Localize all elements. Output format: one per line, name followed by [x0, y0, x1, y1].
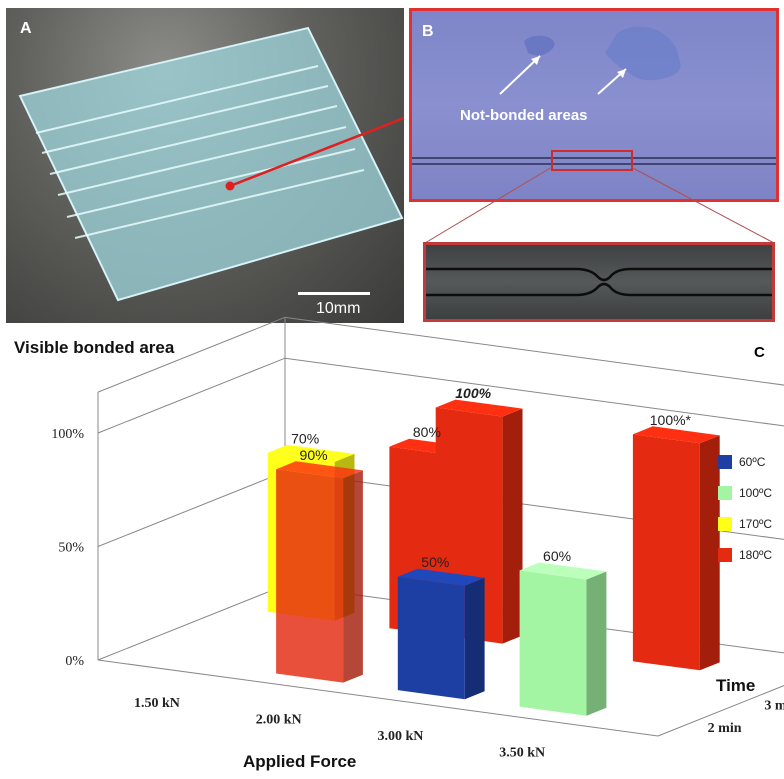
top-side-edge	[97, 316, 286, 393]
panel-b-label: B	[422, 23, 434, 40]
side-gridline	[97, 584, 286, 661]
legend-swatch-180	[718, 547, 732, 562]
x-axis-line	[97, 659, 659, 737]
not-bonded-annotation: Not-bonded areas	[460, 107, 588, 124]
zoom-connector	[424, 166, 775, 244]
bar-side	[343, 470, 363, 683]
chart-frame	[97, 316, 784, 737]
x-tick-label: 3.00 kN	[377, 729, 423, 744]
bar-front	[519, 570, 587, 716]
bar-front	[632, 434, 700, 671]
bar	[632, 426, 720, 671]
bar-side	[699, 435, 720, 671]
x-tick-label: 2.00 kN	[256, 713, 302, 728]
y-axis-title: Visible bonded area	[14, 338, 175, 357]
x-axis-title: Applied Force	[243, 752, 357, 771]
x-tick-label: 1.50 kN	[134, 696, 180, 711]
bar	[397, 568, 485, 700]
legend-item-170: 170ºC	[718, 514, 772, 533]
top-edge	[284, 316, 784, 386]
legend-swatch-100	[718, 485, 732, 500]
panel-b-micrograph: B Not-bonded areas	[409, 8, 779, 202]
bar-front	[397, 576, 465, 700]
legend: 60ºC 100ºC 170ºC 180ºC	[718, 452, 772, 576]
bar-value-label: 50%	[421, 554, 449, 570]
pointer-dot	[225, 181, 235, 191]
bar-side	[464, 577, 485, 700]
legend-label-60: 60ºC	[739, 454, 766, 469]
bar-top	[267, 444, 355, 462]
side-gridline	[97, 357, 286, 434]
bar-value-label: 90%	[300, 447, 328, 463]
bar-value-label: 100%	[455, 385, 491, 401]
micrograph-image	[412, 26, 776, 171]
legend-swatch-60	[718, 454, 732, 469]
scale-bar	[298, 292, 370, 295]
bar-top	[435, 399, 523, 417]
panel-a-label: A	[20, 20, 32, 37]
bar-side	[502, 408, 523, 644]
back-gridline	[284, 357, 784, 427]
bar-value-label: 80%	[413, 424, 441, 440]
z-tick-label: 3 min	[764, 698, 784, 713]
chart-bars	[267, 399, 720, 716]
side-gridline	[97, 471, 286, 547]
channel-zoom-image	[426, 267, 772, 297]
y-tick-label: 0%	[65, 654, 84, 669]
zoom-region	[551, 150, 633, 171]
bar-top	[632, 426, 720, 444]
chart-labels: 0% 50% 100% 1.50 kN 2.00 kN 3.00 kN 3.50 kN 2 m…	[51, 385, 784, 761]
channel-zoom	[423, 242, 775, 322]
legend-label-180: 180ºC	[739, 547, 773, 562]
bar-side	[586, 571, 607, 716]
chip-photo	[18, 26, 404, 302]
z-axis-line	[657, 685, 784, 737]
scale-text: 10mm	[316, 300, 361, 317]
pointer-line	[229, 116, 404, 188]
panel-c-label: C	[754, 344, 765, 361]
bar-top	[519, 562, 607, 580]
bar	[519, 562, 607, 716]
back-gridline	[284, 471, 784, 540]
bar-top	[276, 461, 363, 479]
legend-swatch-170	[718, 516, 732, 531]
z-axis-title: Time	[716, 676, 756, 695]
legend-item-60: 60ºC	[718, 452, 772, 471]
bar	[276, 461, 363, 683]
legend-label-100: 100ºC	[739, 485, 773, 500]
x-tick-label: 3.50 kN	[499, 746, 545, 761]
y-tick-label: 50%	[58, 541, 84, 556]
bar-value-label: 70%	[291, 430, 319, 446]
bar-top	[397, 568, 485, 586]
z-tick-label: 2 min	[708, 721, 742, 736]
bar-value-label: 60%	[543, 548, 571, 564]
bar-value-label: 100%*	[650, 412, 692, 428]
y-tick-label: 100%	[51, 427, 84, 442]
legend-item-180: 180ºC	[718, 545, 772, 564]
legend-label-170: 170ºC	[739, 516, 773, 531]
legend-item-100: 100ºC	[718, 483, 772, 502]
bar-front	[276, 469, 344, 683]
panel-a-photo: A 10mm	[6, 8, 404, 323]
